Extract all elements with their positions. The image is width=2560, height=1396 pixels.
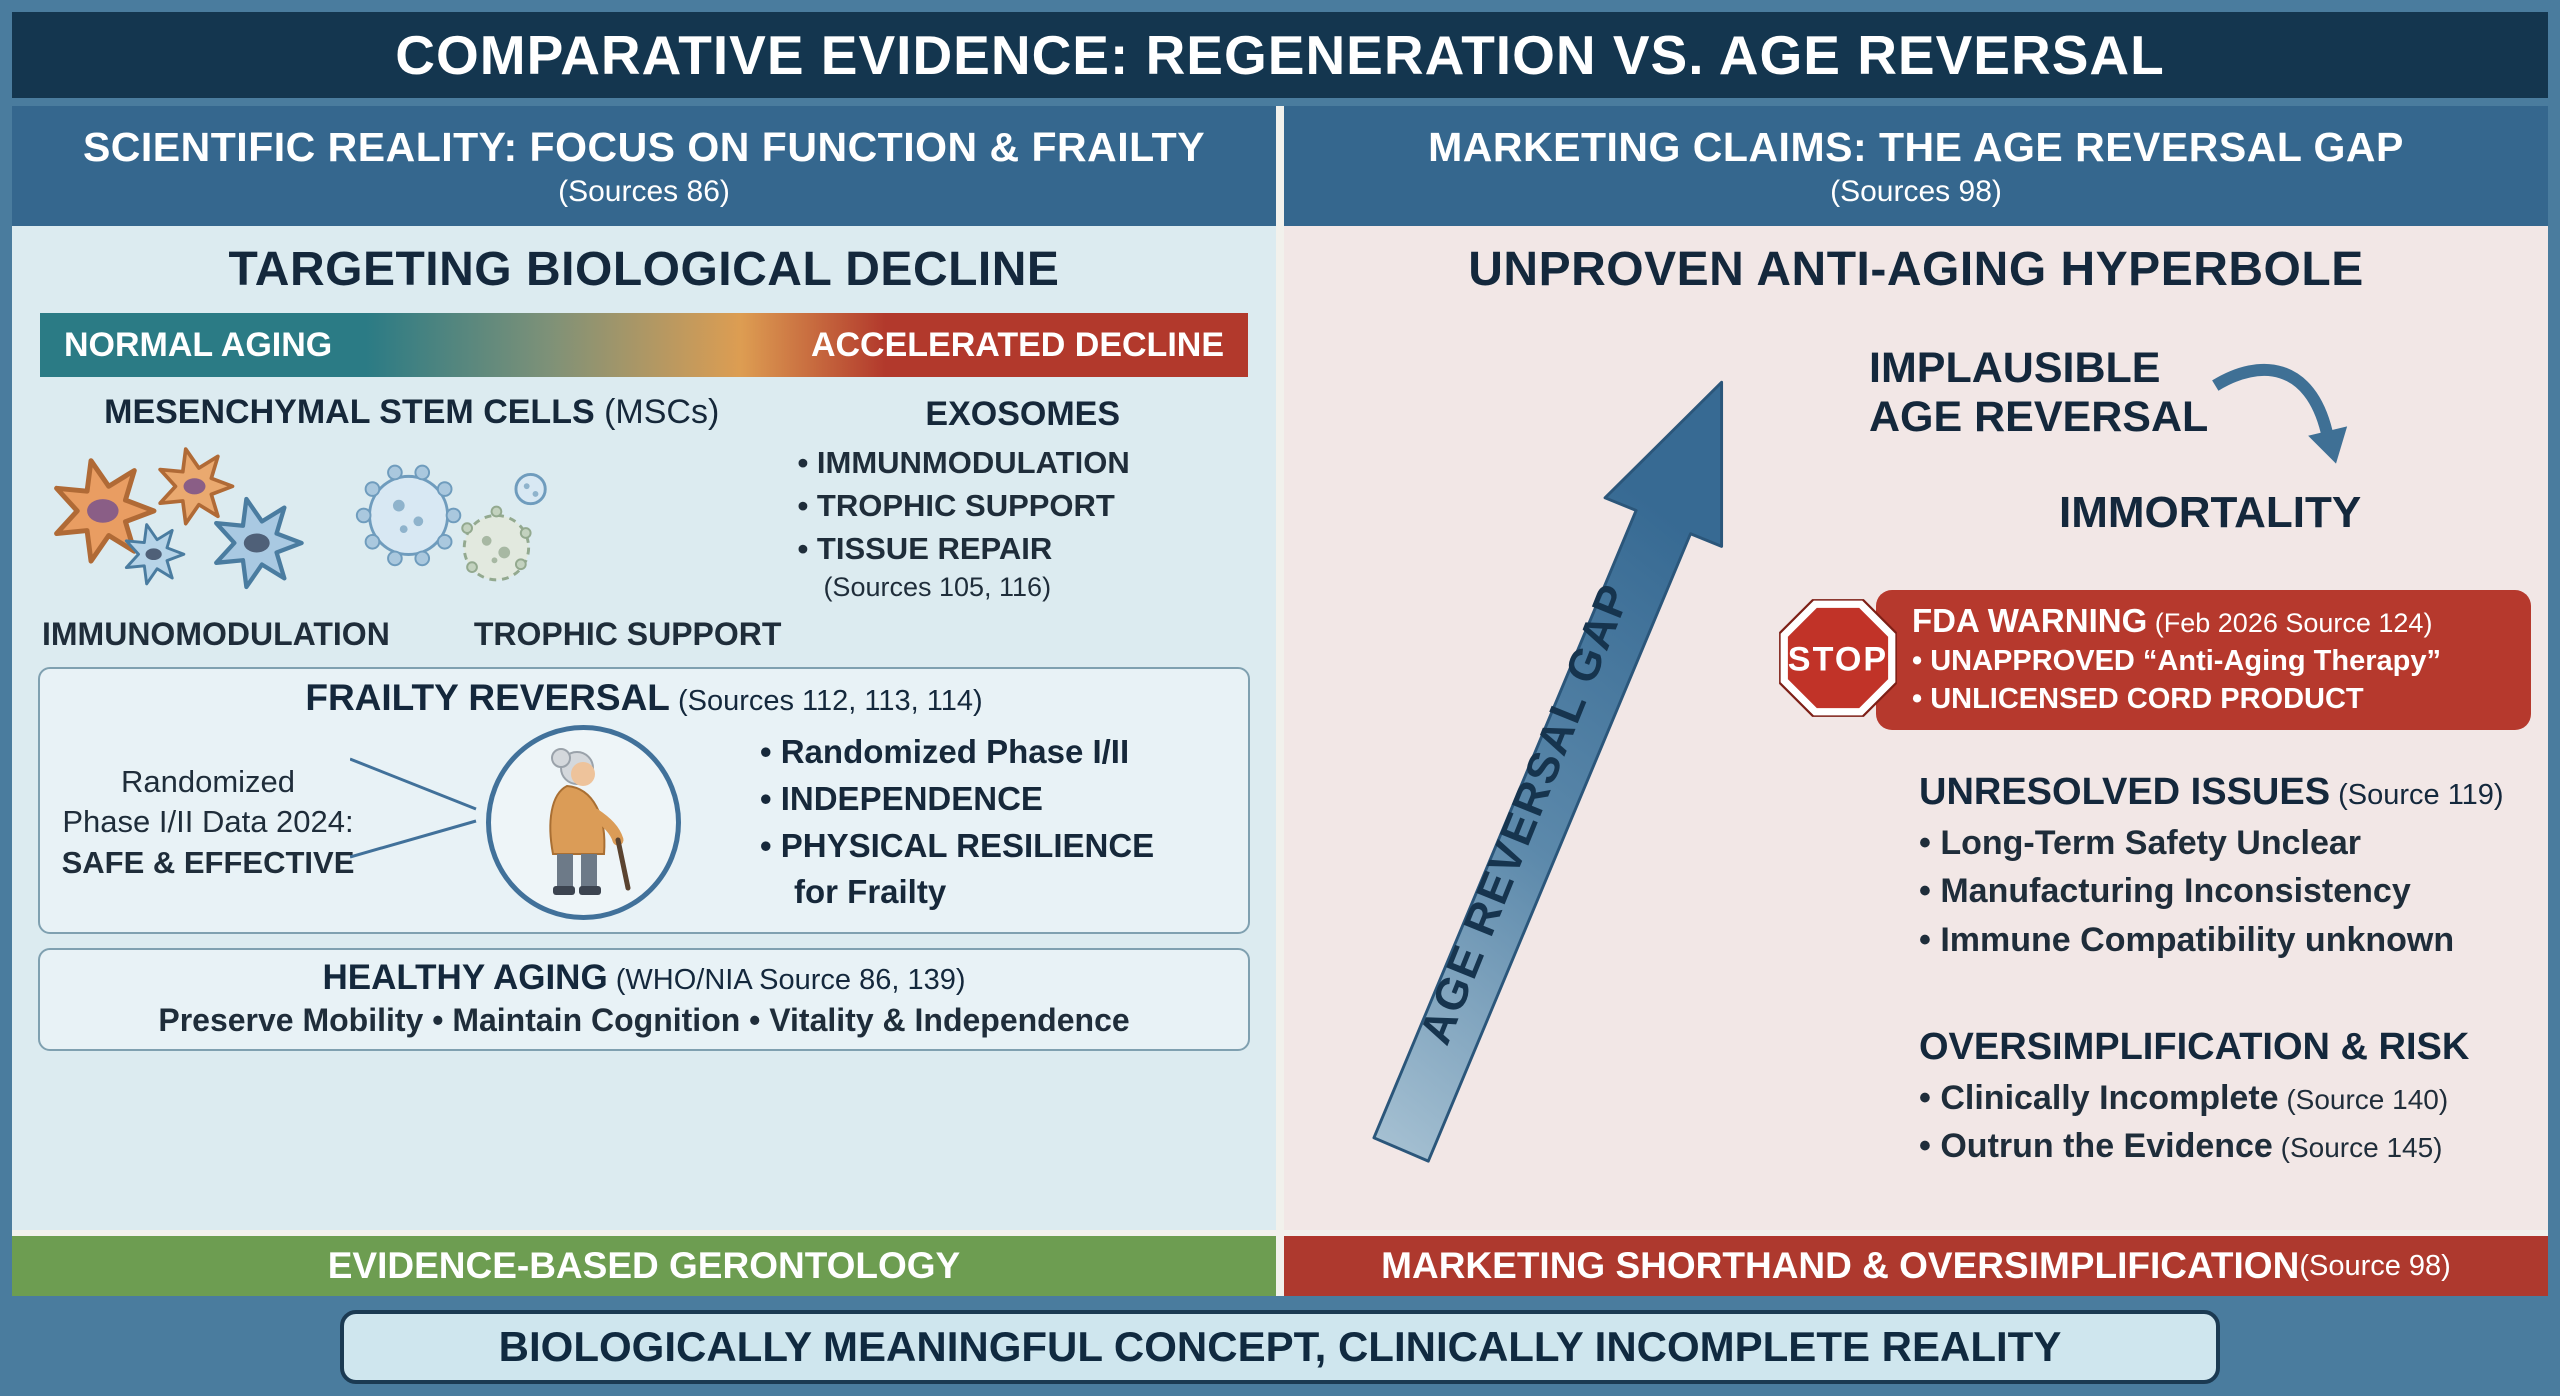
comparison-columns: SCIENTIFIC REALITY: FOCUS ON FUNCTION & … — [12, 106, 2548, 1296]
right-footer-source: (Source 98) — [2299, 1249, 2451, 1282]
exosomes-subsection: EXOSOMES • IMMUNMODULATION • TROPHIC SUP… — [797, 393, 1248, 653]
main-title: COMPARATIVE EVIDENCE: REGENERATION VS. A… — [395, 24, 2165, 86]
left-footer-bar: EVIDENCE-BASED GERONTOLOGY — [12, 1236, 1276, 1296]
frailty-reversal-box: FRAILTY REVERSAL (Sources 112, 113, 114)… — [38, 667, 1250, 934]
frailty-note: Randomized Phase I/II Data 2024: SAFE & … — [61, 764, 355, 880]
fda-bullet: • UNAPPROVED “Anti-Aging Therapy” — [1912, 645, 2441, 677]
exosome-bullet: • TISSUE REPAIR — [797, 530, 1053, 566]
left-header-title: SCIENTIFIC REALITY: FOCUS ON FUNCTION & … — [82, 123, 1206, 170]
note-connector-lines — [350, 757, 477, 859]
frailty-bullets: • Randomized Phase I/II • INDEPENDENCE •… — [760, 729, 1230, 916]
unresolved-issues-title: UNRESOLVED ISSUES (Source 119) — [1919, 771, 2504, 813]
right-header-title: MARKETING CLAIMS: THE AGE REVERSAL GAP — [1428, 123, 2404, 170]
left-column: SCIENTIFIC REALITY: FOCUS ON FUNCTION & … — [12, 106, 1276, 1296]
unresolved-issues-block: UNRESOLVED ISSUES (Source 119) • Long-Te… — [1919, 771, 2548, 964]
frailty-bullet-continuation: for Frailty — [794, 873, 947, 911]
msc-label-trophic-support: TROPHIC SUPPORT — [473, 616, 782, 652]
exosomes-title: EXOSOMES — [925, 395, 1121, 433]
cell-therapies-section: MESENCHYMAL STEM CELLS (MSCs) — [12, 393, 1276, 653]
left-section-title: TARGETING BIOLOGICAL DECLINE — [228, 243, 1060, 296]
stop-sign-label: STOP — [1788, 640, 1888, 678]
exosome-bullet: • TROPHIC SUPPORT — [797, 487, 1115, 523]
healthy-aging-box: HEALTHY AGING (WHO/NIA Source 86, 139) P… — [38, 948, 1250, 1051]
frailty-bullet: • INDEPENDENCE — [760, 779, 1043, 817]
exosome-vesicles-illustration — [355, 464, 547, 582]
unresolved-bullet: • Long-Term Safety Unclear — [1919, 824, 2362, 862]
stem-cells-illustration — [54, 447, 304, 590]
oversimplification-block: OVERSIMPLIFICATION & RISK • Clinically I… — [1919, 1026, 2548, 1171]
stop-sign-icon: STOP — [1779, 599, 1897, 717]
frailty-bullet: • PHYSICAL RESILIENCE — [760, 826, 1155, 864]
msc-label-immunomodulation: IMMUNOMODULATION — [42, 616, 390, 652]
age-reversal-gap-label: AGE REVERSAL GAP — [1411, 577, 1641, 1051]
oversimplification-title: OVERSIMPLIFICATION & RISK — [1919, 1026, 2470, 1068]
elderly-person-illustration — [485, 725, 681, 920]
age-reversal-gap-arrow: AGE REVERSAL GAP — [1372, 380, 1724, 1163]
left-header-sources: (Sources 86) — [558, 174, 730, 208]
msc-subsection: MESENCHYMAL STEM CELLS (MSCs) — [40, 393, 783, 653]
curved-arrow-icon — [2212, 363, 2348, 464]
left-panel: TARGETING BIOLOGICAL DECLINE NORMAL AGIN… — [12, 226, 1276, 1230]
right-column-header: MARKETING CLAIMS: THE AGE REVERSAL GAP (… — [1284, 106, 2548, 226]
left-footer-label: EVIDENCE-BASED GERONTOLOGY — [327, 1245, 961, 1286]
unresolved-bullet: • Immune Compatibility unknown — [1919, 920, 2455, 959]
frailty-bullet: • Randomized Phase I/II — [760, 732, 1130, 770]
spectrum-left-label: NORMAL AGING — [64, 325, 333, 364]
bottom-banner: BIOLOGICALLY MEANINGFUL CONCEPT, CLINICA… — [340, 1310, 2220, 1384]
right-panel: UNPROVEN ANTI-AGING HYPERBOLE AGE REVERS… — [1284, 226, 2548, 1230]
cell-illustrations-row — [40, 434, 783, 612]
fda-warning-title: FDA WARNING (Feb 2026 Source 124) — [1912, 602, 2433, 639]
frailty-title: FRAILTY REVERSAL (Sources 112, 113, 114) — [305, 677, 983, 718]
bottom-banner-label: BIOLOGICALLY MEANINGFUL CONCEPT, CLINICA… — [498, 1323, 2062, 1370]
right-column: MARKETING CLAIMS: THE AGE REVERSAL GAP (… — [1284, 106, 2548, 1296]
healthy-aging-title: HEALTHY AGING (WHO/NIA Source 86, 139) — [322, 958, 966, 997]
right-section-title: UNPROVEN ANTI-AGING HYPERBOLE — [1468, 243, 2364, 296]
msc-title: MESENCHYMAL STEM CELLS (MSCs) — [104, 393, 720, 431]
msc-function-labels: IMMUNOMODULATION TROPHIC SUPPORT — [40, 612, 783, 653]
aging-spectrum-bar: NORMAL AGING ACCELERATED DECLINE — [40, 313, 1248, 377]
oversimplification-bullet: • Clinically Incomplete (Source 140) — [1919, 1079, 2449, 1117]
frailty-content-row: Randomized Phase I/II Data 2024: SAFE & … — [58, 725, 1230, 920]
exosome-bullet: • IMMUNMODULATION — [797, 445, 1130, 480]
right-footer-label: MARKETING SHORTHAND & OVERSIMPLIFICATION — [1381, 1245, 2300, 1286]
oversimplification-bullet: • Outrun the Evidence (Source 145) — [1919, 1127, 2443, 1166]
unresolved-bullet: • Manufacturing Inconsistency — [1919, 872, 2411, 911]
right-header-sources: (Sources 98) — [1830, 174, 2002, 208]
main-title-banner: COMPARATIVE EVIDENCE: REGENERATION VS. A… — [12, 12, 2548, 98]
left-column-header: SCIENTIFIC REALITY: FOCUS ON FUNCTION & … — [12, 106, 1276, 226]
exosome-sources: (Sources 105, 116) — [823, 572, 1052, 603]
fda-bullet: • UNLICENSED CORD PRODUCT — [1912, 683, 2364, 715]
fda-warning-box: STOP FDA WARNING (Feb 2026 Source 124) •… — [1779, 590, 2531, 730]
implausible-age-reversal-label: IMPLAUSIBLE AGE REVERSAL — [1869, 344, 2209, 442]
spectrum-right-label: ACCELERATED DECLINE — [810, 325, 1224, 364]
healthy-aging-items: Preserve Mobility • Maintain Cognition •… — [158, 1002, 1130, 1038]
right-footer-bar: MARKETING SHORTHAND & OVERSIMPLIFICATION… — [1284, 1236, 2548, 1296]
immortality-label: IMMORTALITY — [2059, 488, 2362, 537]
